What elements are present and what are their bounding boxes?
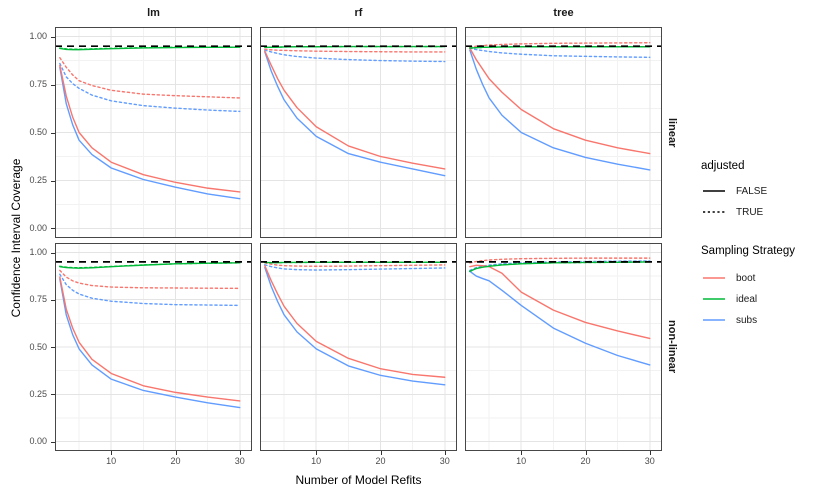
x-axis-title: Number of Model Refits [295,473,422,487]
panel-lm-linear [55,27,252,238]
series-boot-adjusted-false [264,264,446,378]
y-axis-title: Confidence Interval Coverage [9,158,23,318]
series-boot-adjusted-true [59,269,241,290]
y-tick-mark [51,441,55,443]
y-tick-mark [51,299,55,301]
series-boot-adjusted-true [59,56,241,99]
x-tick-mark [585,451,587,455]
facet-strip-non-linear: non-linear [666,320,678,374]
series-boot-adjusted-true [264,48,446,53]
facet-strip-lm: lm [147,7,160,19]
series-boot-adjusted-false [264,50,446,170]
x-tick-mark [239,451,241,455]
series-subs-adjusted-false [264,51,446,177]
x-tick-mark [380,451,382,455]
legend-item-subs: subs [701,312,757,328]
x-tick-label: 20 [170,456,181,466]
y-tick-label: 1.00 [29,31,47,42]
plot-lm-non-linear [56,244,251,450]
series-subs-adjusted-false [469,49,651,171]
series-subs-adjusted-false [59,278,241,409]
series-subs-adjusted-true [469,47,651,59]
series-subs-adjusted-true [264,264,446,271]
plot-tree-linear [466,28,661,237]
legend-key-sampling-boot-icon [703,277,725,279]
legend-item-label: subs [736,314,758,326]
x-tick-mark [649,451,651,455]
x-tick-label: 20 [375,456,386,466]
series-boot-adjusted-true [264,262,446,267]
facet-strip-rf: rf [354,7,363,19]
panel-rf-linear [260,27,457,238]
x-tick-label: 30 [644,456,655,466]
x-tick-label: 10 [106,456,117,466]
x-tick-label: 10 [516,456,527,466]
x-tick-mark [175,451,177,455]
x-tick-label: 30 [439,456,450,466]
series-boot-adjusted-false [59,64,241,193]
plot-rf-non-linear [261,244,456,450]
series-subs-adjusted-false [264,266,446,386]
y-tick-label: 0.50 [29,341,47,352]
legend-title-sampling: Sampling Strategy [701,245,795,257]
series-subs-adjusted-false [469,270,651,366]
legend-item-false: FALSE [701,183,767,199]
y-tick-mark [51,84,55,86]
x-tick-mark [316,451,318,455]
series-boot-adjusted-false [469,264,651,340]
panel-lm-non-linear [55,243,252,451]
x-tick-label: 10 [311,456,322,466]
series-subs-adjusted-true [59,62,241,113]
panel-rf-non-linear [260,243,457,451]
y-tick-mark [51,228,55,230]
y-tick-label: 0.00 [29,436,47,446]
y-tick-label: 0.25 [29,175,47,185]
panel-tree-non-linear [465,243,662,451]
panel-tree-linear [465,27,662,238]
legend-item-label: ideal [736,293,758,305]
x-tick-label: 30 [234,456,245,466]
y-tick-mark [51,180,55,182]
legend-key-adjusted-false-icon [703,190,725,192]
legend-item-label: TRUE [736,206,764,218]
facet-strip-tree: tree [553,7,574,19]
plot-tree-non-linear [466,244,661,450]
legend-item-true: TRUE [701,204,763,220]
series-subs-adjusted-true [264,49,446,63]
x-tick-mark [444,451,446,455]
y-tick-label: 0.25 [29,388,47,399]
legend-item-boot: boot [701,270,755,286]
legend-key-adjusted-true-icon [703,211,725,213]
facet-strip-linear: linear [666,117,678,148]
y-tick-label: 1.00 [29,247,47,257]
legend-key-sampling-subs-icon [703,319,725,321]
legend-key-sampling-ideal-icon [703,298,725,300]
y-tick-label: 0.75 [29,294,47,305]
x-tick-mark [521,451,523,455]
series-subs-adjusted-false [59,66,241,200]
series-ideal-adjusted-false [59,46,241,51]
y-tick-label: 0.00 [29,222,47,233]
series-boot-adjusted-false [59,276,241,402]
y-tick-label: 0.75 [29,79,47,89]
legend-item-label: FALSE [736,185,768,197]
legend: adjusted FALSE TRUE Sampling Strategy boo… [701,0,829,498]
y-tick-mark [51,347,55,348]
legend-item-label: boot [736,272,756,284]
y-tick-mark [51,252,55,254]
legend-item-ideal: ideal [701,291,757,307]
y-tick-label: 0.50 [29,127,47,137]
x-tick-label: 20 [580,456,591,466]
plot-lm-linear [56,28,251,237]
series-ideal-adjusted-false [59,262,241,269]
x-tick-mark [111,451,113,455]
legend-title-adjusted: adjusted [701,160,745,172]
series-boot-adjusted-false [469,47,651,155]
y-tick-mark [51,132,55,134]
y-tick-mark [51,394,55,396]
y-tick-mark [51,36,55,38]
series-subs-adjusted-true [59,273,241,307]
plot-rf-linear [261,28,456,237]
